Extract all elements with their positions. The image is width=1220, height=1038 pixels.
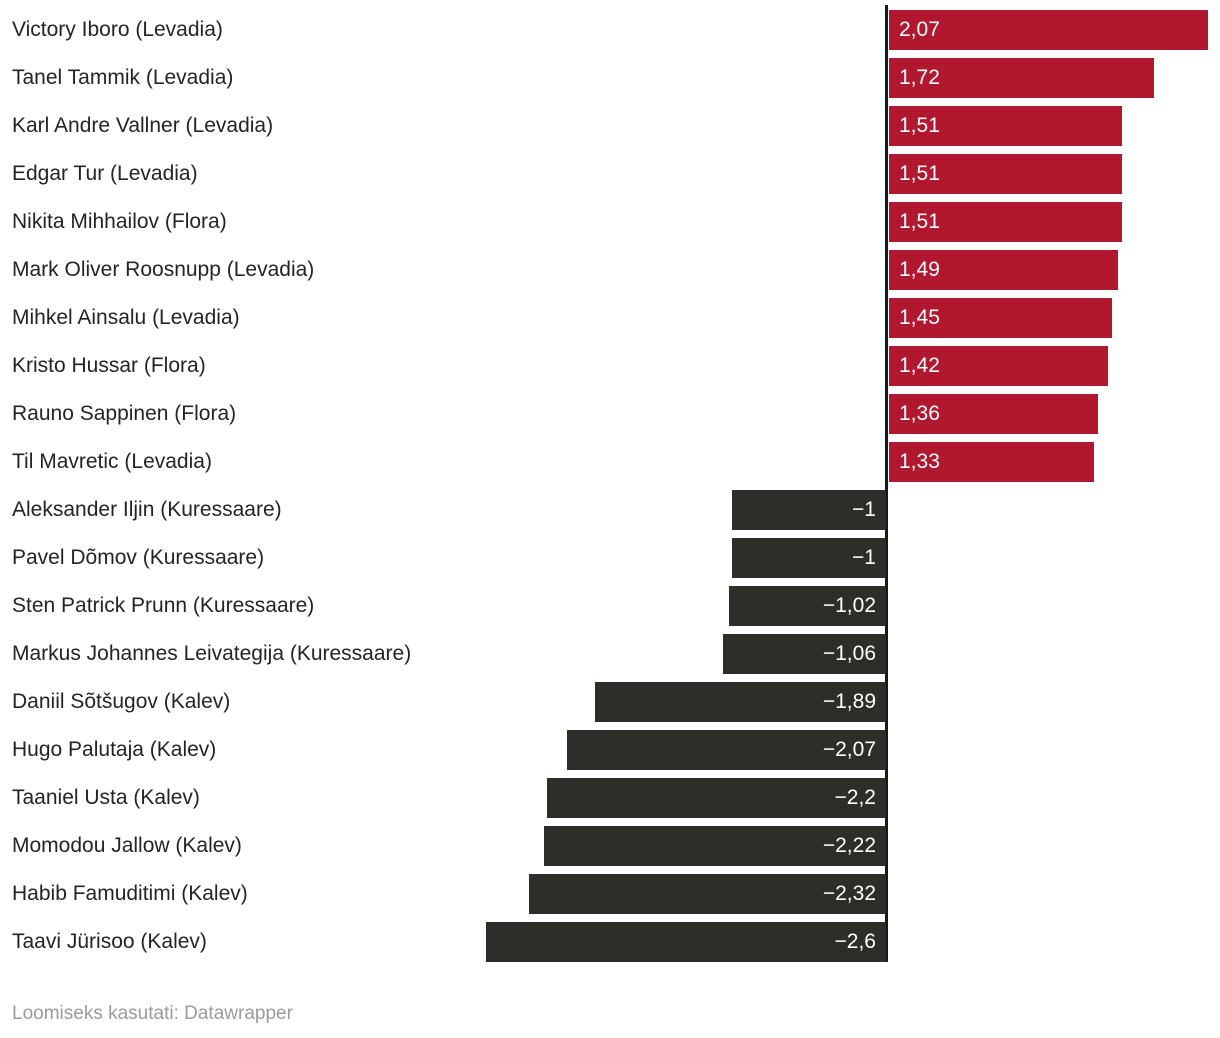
category-label: Mihkel Ainsalu (Levadia) bbox=[12, 306, 240, 329]
chart-row: Mihkel Ainsalu (Levadia) 1,45 bbox=[0, 294, 1220, 342]
chart-row: Pavel Dõmov (Kuressaare) −1 bbox=[0, 534, 1220, 582]
chart-row: Momodou Jallow (Kalev) −2,22 bbox=[0, 822, 1220, 870]
bar-positive: 1,51 bbox=[889, 202, 1122, 242]
attribution-text: Loomiseks kasutati: Datawrapper bbox=[12, 1003, 293, 1024]
value-label: 1,51 bbox=[899, 162, 940, 185]
chart-row: Rauno Sappinen (Flora) 1,36 bbox=[0, 390, 1220, 438]
value-label: 1,51 bbox=[899, 210, 940, 233]
bar-negative: −2,22 bbox=[544, 826, 886, 866]
chart-row: Mark Oliver Roosnupp (Levadia) 1,49 bbox=[0, 246, 1220, 294]
bar-positive: 1,45 bbox=[889, 298, 1112, 338]
value-label: −2,07 bbox=[822, 738, 876, 761]
bar-negative: −1 bbox=[732, 538, 886, 578]
bar-positive: 1,51 bbox=[889, 106, 1122, 146]
category-label: Nikita Mihhailov (Flora) bbox=[12, 210, 227, 233]
category-label: Taaniel Usta (Kalev) bbox=[12, 786, 200, 809]
bar-positive: 1,33 bbox=[889, 442, 1094, 482]
bar-positive: 1,72 bbox=[889, 58, 1154, 98]
value-label: −1,06 bbox=[822, 642, 876, 665]
chart-row: Markus Johannes Leivategija (Kuressaare)… bbox=[0, 630, 1220, 678]
chart-row: Tanel Tammik (Levadia) 1,72 bbox=[0, 54, 1220, 102]
category-label: Victory Iboro (Levadia) bbox=[12, 18, 223, 41]
category-label: Momodou Jallow (Kalev) bbox=[12, 834, 242, 857]
value-label: 1,72 bbox=[899, 66, 940, 89]
chart-row: Aleksander Iljin (Kuressaare) −1 bbox=[0, 486, 1220, 534]
chart-row: Kristo Hussar (Flora) 1,42 bbox=[0, 342, 1220, 390]
category-label: Taavi Jürisoo (Kalev) bbox=[12, 930, 207, 953]
chart-row: Habib Famuditimi (Kalev) −2,32 bbox=[0, 870, 1220, 918]
chart-row: Taaniel Usta (Kalev) −2,2 bbox=[0, 774, 1220, 822]
value-label: −2,2 bbox=[834, 786, 876, 809]
category-label: Aleksander Iljin (Kuressaare) bbox=[12, 498, 282, 521]
category-label: Rauno Sappinen (Flora) bbox=[12, 402, 237, 425]
category-label: Pavel Dõmov (Kuressaare) bbox=[12, 546, 265, 569]
chart-row: Sten Patrick Prunn (Kuressaare) −1,02 bbox=[0, 582, 1220, 630]
chart-row: Daniil Sõtšugov (Kalev) −1,89 bbox=[0, 678, 1220, 726]
value-label: −1 bbox=[852, 498, 876, 521]
category-label: Til Mavretic (Levadia) bbox=[12, 450, 212, 473]
category-label: Hugo Palutaja (Kalev) bbox=[12, 738, 217, 761]
chart-row: Hugo Palutaja (Kalev) −2,07 bbox=[0, 726, 1220, 774]
value-label: 1,33 bbox=[899, 450, 940, 473]
bar-negative: −1,06 bbox=[723, 634, 886, 674]
value-label: 1,42 bbox=[899, 354, 940, 377]
chart-row: Victory Iboro (Levadia) 2,07 bbox=[0, 6, 1220, 54]
bar-positive: 1,51 bbox=[889, 154, 1122, 194]
value-label: −2,6 bbox=[834, 930, 876, 953]
category-label: Daniil Sõtšugov (Kalev) bbox=[12, 690, 231, 713]
value-label: 1,36 bbox=[899, 402, 940, 425]
value-label: −2,32 bbox=[822, 882, 876, 905]
category-label: Sten Patrick Prunn (Kuressaare) bbox=[12, 594, 315, 617]
category-label: Mark Oliver Roosnupp (Levadia) bbox=[12, 258, 315, 281]
value-label: 1,49 bbox=[899, 258, 940, 281]
chart-row: Til Mavretic (Levadia) 1,33 bbox=[0, 438, 1220, 486]
category-label: Karl Andre Vallner (Levadia) bbox=[12, 114, 274, 137]
category-label: Markus Johannes Leivategija (Kuressaare) bbox=[12, 642, 412, 665]
bar-negative: −2,6 bbox=[486, 922, 886, 962]
value-label: 1,51 bbox=[899, 114, 940, 137]
value-label: −2,22 bbox=[822, 834, 876, 857]
value-label: 1,45 bbox=[899, 306, 940, 329]
category-label: Tanel Tammik (Levadia) bbox=[12, 66, 234, 89]
value-label: 2,07 bbox=[899, 18, 940, 41]
bar-negative: −2,2 bbox=[547, 778, 886, 818]
chart-row: Edgar Tur (Levadia) 1,51 bbox=[0, 150, 1220, 198]
category-label: Edgar Tur (Levadia) bbox=[12, 162, 198, 185]
bar-negative: −2,32 bbox=[529, 874, 886, 914]
chart-row: Taavi Jürisoo (Kalev) −2,6 bbox=[0, 918, 1220, 966]
bar-negative: −1 bbox=[732, 490, 886, 530]
bar-positive: 1,42 bbox=[889, 346, 1108, 386]
bar-positive: 2,07 bbox=[889, 10, 1208, 50]
bar-positive: 1,49 bbox=[889, 250, 1118, 290]
chart-row: Nikita Mihhailov (Flora) 1,51 bbox=[0, 198, 1220, 246]
value-label: −1,02 bbox=[822, 594, 876, 617]
bar-positive: 1,36 bbox=[889, 394, 1098, 434]
zero-baseline bbox=[885, 5, 888, 962]
value-label: −1 bbox=[852, 546, 876, 569]
bar-negative: −1,02 bbox=[729, 586, 886, 626]
value-label: −1,89 bbox=[822, 690, 876, 713]
bar-negative: −2,07 bbox=[567, 730, 886, 770]
bar-negative: −1,89 bbox=[595, 682, 886, 722]
category-label: Kristo Hussar (Flora) bbox=[12, 354, 206, 377]
category-label: Habib Famuditimi (Kalev) bbox=[12, 882, 248, 905]
chart-row: Karl Andre Vallner (Levadia) 1,51 bbox=[0, 102, 1220, 150]
